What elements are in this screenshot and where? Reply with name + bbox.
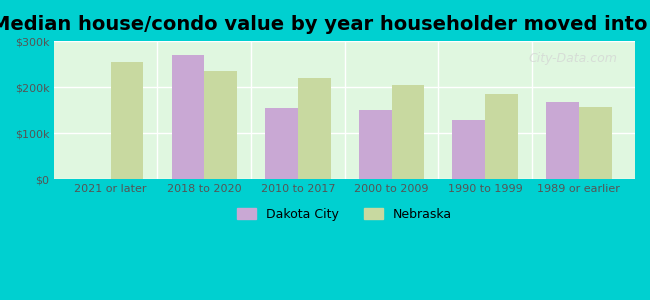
Bar xyxy=(452,119,485,179)
Bar xyxy=(485,94,518,179)
Bar xyxy=(546,102,578,179)
Bar xyxy=(391,85,424,179)
Title: Median house/condo value by year householder moved into unit: Median house/condo value by year househo… xyxy=(0,15,650,34)
Text: City-Data.com: City-Data.com xyxy=(528,52,618,65)
Bar xyxy=(359,110,391,179)
Bar xyxy=(172,55,204,179)
Bar xyxy=(578,106,612,179)
Legend: Dakota City, Nebraska: Dakota City, Nebraska xyxy=(233,203,457,226)
Bar xyxy=(204,71,237,179)
Bar xyxy=(298,78,331,179)
Bar xyxy=(111,62,144,179)
Bar xyxy=(265,108,298,179)
